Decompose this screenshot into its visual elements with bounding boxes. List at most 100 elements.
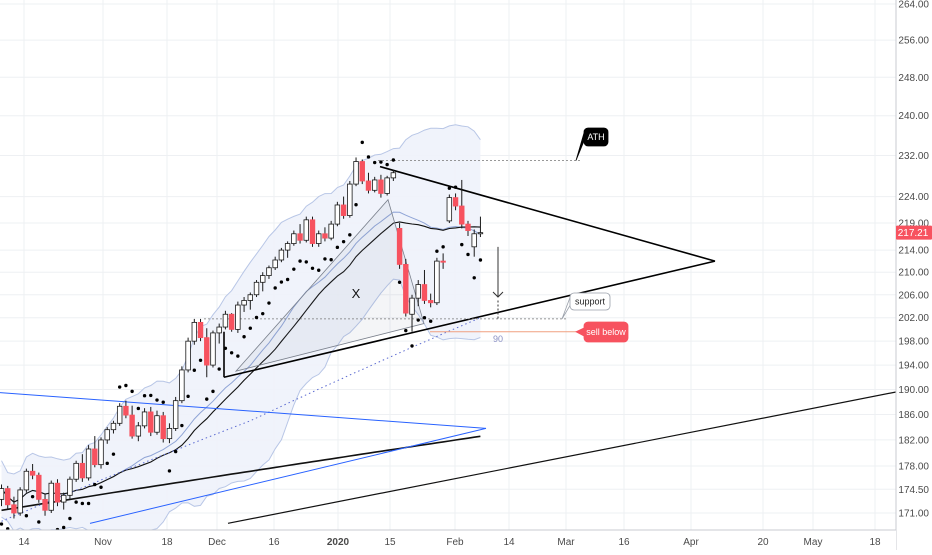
candle-body[interactable] bbox=[197, 321, 204, 339]
candle-body[interactable] bbox=[5, 488, 11, 506]
candle-body[interactable] bbox=[48, 482, 54, 511]
ath-callout-box[interactable] bbox=[583, 127, 609, 147]
candle-body[interactable] bbox=[29, 470, 36, 476]
candle-body[interactable] bbox=[166, 427, 173, 440]
candle-body[interactable] bbox=[359, 161, 365, 182]
candle-body[interactable] bbox=[23, 470, 30, 491]
callouts[interactable]: X 90 ATH support sell below bbox=[352, 127, 629, 344]
candle-body[interactable] bbox=[247, 294, 253, 301]
candle-body[interactable] bbox=[353, 161, 359, 185]
candle-body[interactable] bbox=[67, 478, 73, 496]
candle-body[interactable] bbox=[322, 233, 328, 239]
candle-body[interactable] bbox=[390, 172, 397, 179]
candle-body[interactable] bbox=[172, 400, 179, 429]
support-callout[interactable]: support bbox=[561, 292, 611, 320]
candle-body[interactable] bbox=[36, 474, 42, 500]
candle-body[interactable] bbox=[427, 300, 434, 304]
candle-body[interactable] bbox=[434, 260, 440, 304]
candle-body[interactable] bbox=[216, 326, 222, 334]
candle-body[interactable] bbox=[179, 369, 185, 402]
candle-body[interactable] bbox=[415, 284, 421, 299]
candle-body[interactable] bbox=[116, 405, 123, 424]
candle-body[interactable] bbox=[340, 204, 347, 216]
candle-body[interactable] bbox=[272, 259, 278, 269]
candle-body[interactable] bbox=[154, 415, 160, 433]
candle-body[interactable] bbox=[284, 243, 291, 251]
candle-body[interactable] bbox=[85, 448, 92, 479]
candle-body[interactable] bbox=[135, 425, 142, 437]
candle-body[interactable] bbox=[316, 233, 322, 244]
price-tick-label: 186.00 bbox=[898, 410, 929, 421]
candle-body[interactable] bbox=[185, 340, 191, 371]
candle-body[interactable] bbox=[471, 233, 477, 248]
candle-body[interactable] bbox=[371, 179, 378, 191]
candle-body[interactable] bbox=[266, 267, 272, 276]
candle-body[interactable] bbox=[396, 227, 403, 265]
sar-dot bbox=[391, 158, 396, 162]
triangle-upper-line[interactable] bbox=[379, 165, 716, 262]
candle-body[interactable] bbox=[210, 332, 216, 366]
candle-body[interactable] bbox=[160, 415, 166, 440]
candle-body[interactable] bbox=[204, 337, 210, 366]
candle-body[interactable] bbox=[403, 264, 409, 314]
arrow-head[interactable] bbox=[492, 291, 504, 298]
ath-callout[interactable]: ATH bbox=[575, 127, 609, 161]
candle-body[interactable] bbox=[191, 321, 198, 342]
candle-body[interactable] bbox=[11, 504, 17, 514]
sell-below-callout-box[interactable] bbox=[583, 321, 629, 343]
candle-body[interactable] bbox=[141, 411, 148, 427]
blue-upper-trendline[interactable] bbox=[0, 392, 487, 429]
candle-body[interactable] bbox=[334, 204, 341, 225]
candle-body[interactable] bbox=[228, 313, 235, 330]
price-axis[interactable]: 264.00 256.00 248.00 240.00 232.00 224.00 219.… bbox=[895, 0, 932, 550]
candle-body[interactable] bbox=[123, 405, 129, 416]
candle-body[interactable] bbox=[278, 249, 285, 261]
candle-body[interactable] bbox=[384, 177, 390, 194]
sell-below-callout[interactable]: sell below bbox=[575, 321, 629, 343]
candles[interactable] bbox=[0, 157, 484, 519]
candle-body[interactable] bbox=[73, 462, 79, 480]
candle-body[interactable] bbox=[104, 429, 110, 441]
candle-body[interactable] bbox=[129, 414, 135, 437]
support-callout-box[interactable] bbox=[569, 292, 611, 311]
candle-body[interactable] bbox=[0, 488, 5, 500]
candle-body[interactable] bbox=[440, 260, 446, 263]
candle-body[interactable] bbox=[79, 462, 86, 479]
candle-body[interactable] bbox=[477, 232, 484, 235]
candle-body[interactable] bbox=[17, 489, 23, 514]
candle-body[interactable] bbox=[309, 219, 316, 244]
candle-body[interactable] bbox=[347, 183, 353, 216]
sar-dot bbox=[285, 277, 290, 282]
candle-body[interactable] bbox=[459, 205, 465, 225]
candle-body[interactable] bbox=[291, 233, 297, 244]
candle-body[interactable] bbox=[378, 179, 384, 194]
candle-body[interactable] bbox=[446, 197, 453, 222]
drawings[interactable] bbox=[0, 160, 897, 524]
time-axis[interactable]: 14 Nov 18 Dec 16 2020 15 Feb 14 Mar 16 Apr 20 May 18 bbox=[0, 529, 896, 550]
candle-body[interactable] bbox=[148, 411, 154, 433]
candle-body[interactable] bbox=[297, 233, 303, 241]
sar-dot bbox=[161, 400, 165, 404]
candle-body[interactable] bbox=[365, 180, 372, 191]
candle-body[interactable] bbox=[465, 223, 471, 231]
candle-body[interactable] bbox=[42, 498, 48, 511]
candle-body[interactable] bbox=[54, 482, 61, 503]
candle-body[interactable] bbox=[260, 275, 266, 283]
candle-body[interactable] bbox=[452, 197, 459, 207]
candle-body[interactable] bbox=[409, 297, 415, 315]
candle-body[interactable] bbox=[235, 304, 241, 330]
candle-body[interactable] bbox=[110, 422, 117, 431]
candle-body[interactable] bbox=[253, 281, 260, 296]
candle-body[interactable] bbox=[92, 448, 98, 466]
candle-body[interactable] bbox=[222, 313, 229, 328]
candle-body[interactable] bbox=[61, 494, 67, 503]
candle-body[interactable] bbox=[241, 300, 247, 306]
candle-body[interactable] bbox=[303, 219, 309, 241]
blue-lower-trendline[interactable] bbox=[89, 427, 487, 524]
long-ascending-trendline[interactable] bbox=[227, 391, 897, 524]
candle-body[interactable] bbox=[98, 439, 104, 466]
candle-body[interactable] bbox=[328, 223, 334, 239]
candle-body[interactable] bbox=[421, 284, 428, 301]
